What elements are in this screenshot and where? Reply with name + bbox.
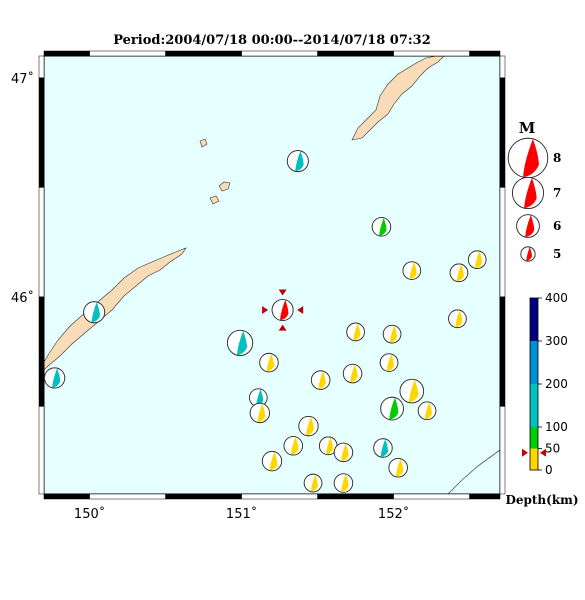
legend-magnitude-label: 6 [553, 219, 561, 233]
event-beachball [249, 402, 270, 424]
depth-color-band [530, 427, 538, 449]
event-beachball [333, 442, 354, 463]
event-beachball [379, 353, 399, 372]
earthquake-events [44, 150, 487, 493]
legend-beachball [507, 137, 549, 179]
axis-ticks: 150˚ 151˚ 152˚ 46˚ 47˚ [11, 71, 409, 522]
map-title: Period:2004/07/18 00:00--2014/07/18 07:3… [113, 33, 431, 48]
depth-tick-label: 0 [545, 463, 553, 477]
depth-color-band [530, 384, 538, 427]
legend-magnitude-label: 5 [553, 247, 561, 261]
event-beachball [380, 396, 404, 421]
event-beachball [298, 415, 319, 437]
event-beachball [346, 322, 365, 342]
event-beachball [261, 451, 283, 472]
event-beachball [449, 263, 469, 283]
legend-beachball [516, 214, 540, 238]
land-islet-2 [218, 181, 231, 192]
trench-line [447, 449, 500, 494]
event-beachball [417, 401, 437, 421]
depth-color-band [530, 341, 538, 384]
selected-event-marker [262, 289, 304, 331]
magnitude-legend: M 8 7 6 5 [507, 119, 561, 262]
depth-marker [522, 448, 546, 457]
event-beachball [83, 301, 106, 324]
event-beachball [382, 324, 402, 344]
lon-tick-label: 152˚ [378, 506, 409, 522]
event-beachball [259, 352, 279, 373]
event-beachball [448, 309, 467, 329]
depth-tick-label: 100 [545, 420, 568, 434]
event-beachball [44, 367, 66, 389]
event-beachball [286, 150, 309, 173]
event-beachball [283, 436, 303, 456]
sea-area [44, 56, 500, 494]
event-beachball [399, 378, 425, 404]
event-beachball [342, 363, 363, 384]
event-beachball [318, 436, 338, 456]
legend-title: M [519, 119, 536, 137]
event-beachball [373, 438, 393, 458]
land-layer [44, 56, 500, 494]
lon-tick-label: 151˚ [226, 506, 257, 522]
land-onekotan-island [351, 56, 445, 141]
event-beachball [271, 299, 294, 322]
legend-magnitude-label: 8 [553, 151, 561, 165]
map-frame [38, 50, 506, 500]
event-beachball [333, 473, 354, 493]
depth-color-scale: Depth(km) 0 50 100 200 300 400 [505, 291, 578, 507]
event-beachball [310, 370, 331, 390]
lat-tick-label: 46˚ [11, 290, 34, 306]
event-beachball [402, 261, 422, 280]
event-beachball [388, 458, 408, 478]
lon-tick-label: 150˚ [74, 506, 105, 522]
depth-color-band [530, 448, 538, 470]
depth-color-band [530, 298, 538, 341]
land-islet-3 [209, 195, 220, 205]
event-beachball [227, 329, 254, 356]
depth-scale-label: Depth(km) [505, 493, 578, 507]
lat-tick-label: 47˚ [11, 71, 34, 87]
event-beachball [303, 473, 323, 493]
event-beachball [467, 250, 487, 269]
legend-beachball [520, 246, 536, 262]
depth-tick-label: 50 [545, 442, 560, 456]
land-islet-1 [199, 138, 208, 148]
depth-tick-label: 200 [545, 377, 568, 391]
depth-tick-label: 400 [545, 291, 568, 305]
event-beachball [371, 217, 392, 237]
depth-tick-label: 300 [545, 334, 568, 348]
legend-magnitude-label: 7 [553, 186, 561, 200]
legend-beachball [512, 176, 545, 209]
